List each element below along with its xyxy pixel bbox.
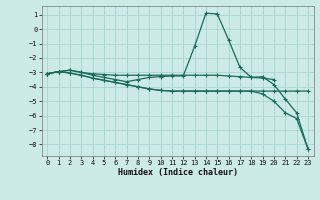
X-axis label: Humidex (Indice chaleur): Humidex (Indice chaleur): [118, 168, 237, 177]
